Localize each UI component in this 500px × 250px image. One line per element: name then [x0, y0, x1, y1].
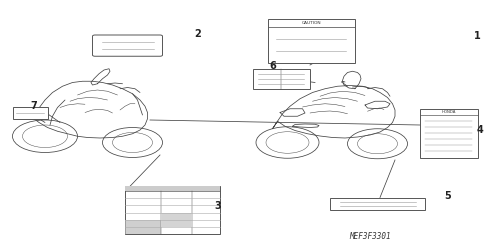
Bar: [125, 186, 220, 234]
Bar: [162, 213, 191, 227]
Text: 1: 1: [474, 31, 481, 41]
Text: CAUTION: CAUTION: [302, 21, 321, 25]
Bar: [252, 69, 310, 89]
Bar: [420, 109, 478, 158]
FancyBboxPatch shape: [92, 35, 162, 56]
Text: HONDA: HONDA: [442, 110, 456, 114]
Text: 2: 2: [194, 29, 201, 39]
Text: 4: 4: [476, 125, 484, 135]
Bar: [12, 108, 48, 119]
Text: MEF3F3301: MEF3F3301: [349, 232, 391, 241]
Bar: [125, 220, 161, 227]
Text: 7: 7: [30, 101, 38, 111]
Bar: [125, 186, 220, 191]
Bar: [125, 227, 161, 234]
Text: 5: 5: [444, 191, 451, 201]
Text: 3: 3: [214, 201, 221, 211]
Text: 6: 6: [269, 61, 276, 71]
Bar: [268, 19, 355, 62]
Bar: [330, 198, 425, 210]
